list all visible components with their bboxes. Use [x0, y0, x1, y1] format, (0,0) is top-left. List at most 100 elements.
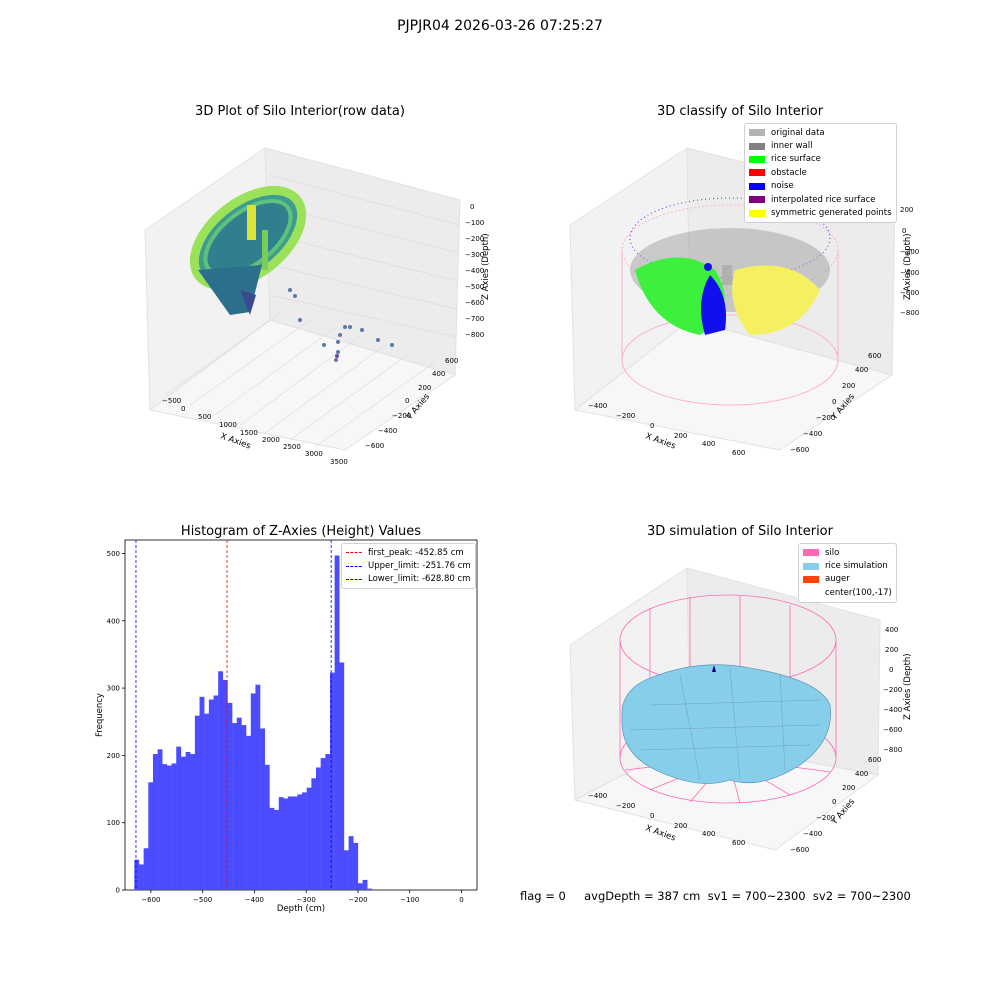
- legend-swatch: [803, 562, 819, 570]
- legend-line-swatch: [346, 552, 362, 554]
- plot2-ztick: −400: [900, 269, 919, 277]
- legend-swatch: [749, 155, 765, 163]
- plot2-xtick: −200: [616, 412, 635, 420]
- plot1-xtick: 3500: [330, 458, 348, 466]
- histogram-bar: [320, 758, 326, 890]
- histogram-ytick-label: 0: [116, 887, 120, 895]
- plot1-ztick: −500: [465, 283, 484, 291]
- histogram-bar: [316, 767, 321, 890]
- histogram-bar: [199, 696, 205, 890]
- histogram-bar: [162, 764, 168, 890]
- histogram-bar: [246, 735, 251, 890]
- plot1-ytick: 400: [432, 370, 445, 378]
- histogram-xtick-label: −600: [141, 896, 160, 904]
- legend-swatch: [803, 549, 819, 557]
- plot2-xtick: 400: [702, 440, 715, 448]
- histogram-bar: [255, 684, 261, 890]
- legend-entry: rice simulation: [803, 559, 892, 572]
- histogram-bar: [334, 555, 340, 890]
- histogram-reference-lines: [135, 540, 332, 890]
- plot2-ztick: 200: [900, 206, 913, 214]
- plot4-xtick: 0: [650, 812, 654, 820]
- legend-swatch: [803, 589, 819, 596]
- legend-entry: interpolated rice surface: [749, 193, 892, 206]
- plot1-ytick: −400: [378, 427, 397, 435]
- plot2-ytick: 200: [842, 382, 855, 390]
- histogram-bar: [362, 879, 368, 890]
- histogram-bar: [297, 794, 303, 890]
- histogram-xtick-label: −100: [400, 896, 419, 904]
- plot4-ztick: 200: [885, 646, 898, 654]
- figure-title: PJPJR04 2026-03-26 07:25:27: [397, 18, 603, 34]
- plot1-xtick: 2000: [262, 436, 280, 444]
- plot2-ytick: −400: [803, 430, 822, 438]
- histogram-bar: [171, 763, 177, 890]
- legend-entry: inner wall: [749, 139, 892, 152]
- legend-entry: obstacle: [749, 166, 892, 179]
- plot2-3d-axes: −400 −200 0 200 400 600 −600 −400 −200 0…: [569, 147, 919, 457]
- plot4-3d-axes: −400 −200 0 200 400 600 −600 −400 −200 0…: [569, 567, 913, 854]
- plot1-grid: [164, 174, 461, 448]
- status-line: flag = 0 avgDepth = 387 cm sv1 = 700~230…: [520, 889, 911, 903]
- histogram-bar: [218, 671, 224, 890]
- legend-label: inner wall: [771, 141, 813, 152]
- plot1-xtick: 2500: [283, 443, 301, 451]
- plot4-rice-surface: [621, 664, 831, 784]
- plot4-xtick: −200: [616, 802, 635, 810]
- plot1-ytick: 0: [405, 397, 409, 405]
- plot2-xlabel: X Axies: [644, 431, 677, 451]
- plot4-ztick: −400: [883, 706, 902, 714]
- histogram-bar: [260, 728, 265, 890]
- plot4-xlabel: X Axies: [644, 823, 677, 843]
- legend-label: rice surface: [771, 154, 821, 165]
- plot4-ztick: −600: [883, 726, 902, 734]
- histogram-bar: [143, 848, 149, 890]
- plot4-auger: [712, 665, 716, 672]
- plot1-ytick: 600: [445, 357, 458, 365]
- legend-swatch: [749, 129, 765, 137]
- histogram-ytick-label: 400: [107, 617, 120, 625]
- plot2-ztick: −600: [900, 289, 919, 297]
- histogram-bar: [274, 809, 279, 890]
- plot1-xtick: 3000: [305, 450, 323, 458]
- histogram-bar: [339, 662, 345, 890]
- histogram-bar: [194, 715, 200, 890]
- plot1-ztick: −600: [465, 299, 484, 307]
- plot2-ytick: −600: [790, 446, 809, 454]
- legend-entry: symmetric generated points: [749, 206, 892, 219]
- histogram-bar: [134, 859, 140, 890]
- histogram-bar: [148, 782, 154, 890]
- histogram-bar: [208, 699, 214, 890]
- plot2-xtick: 200: [674, 432, 687, 440]
- plot1-raw-point-cloud: [189, 185, 307, 315]
- histogram-bar: [357, 883, 363, 890]
- histogram-legend: first_peak: -452.85 cm Upper_limit: -251…: [341, 543, 476, 590]
- plot4-xtick: 400: [702, 830, 715, 838]
- legend-line-swatch: [346, 565, 362, 567]
- histogram-bar: [292, 796, 298, 890]
- histogram-bar: [176, 746, 182, 890]
- plot4-ztick: 400: [885, 626, 898, 634]
- plot4-ztick: −200: [883, 686, 902, 694]
- plot4-ytick: 0: [832, 798, 836, 806]
- plot2-ytick: 0: [832, 398, 836, 406]
- plot4-zlabel: Z Axies (Depth): [903, 653, 913, 720]
- plot1-ytick: −200: [392, 412, 411, 420]
- histogram-bar: [353, 842, 359, 890]
- histogram-xtick-label: −500: [193, 896, 212, 904]
- legend-label: Upper_limit: -251.76 cm: [368, 561, 471, 572]
- histogram-bar: [204, 713, 210, 890]
- histogram-xtick-label: −200: [348, 896, 367, 904]
- histogram-xtick-label: 0: [459, 896, 463, 904]
- histogram-ytick-label: 500: [107, 550, 120, 558]
- plot1-ztick: −100: [465, 219, 484, 227]
- histogram-xtick-label: −300: [297, 896, 316, 904]
- histogram-bar: [236, 717, 242, 890]
- histogram-bar: [152, 754, 158, 890]
- histogram-bar: [278, 797, 284, 890]
- histogram-title: Histogram of Z-Axies (Height) Values: [180, 524, 422, 539]
- legend-swatch: [749, 169, 765, 177]
- legend-entry: center(100,-17): [803, 586, 892, 599]
- histogram-bar: [232, 723, 238, 890]
- plot1-zlabel: Z Axies (Depth): [481, 233, 491, 300]
